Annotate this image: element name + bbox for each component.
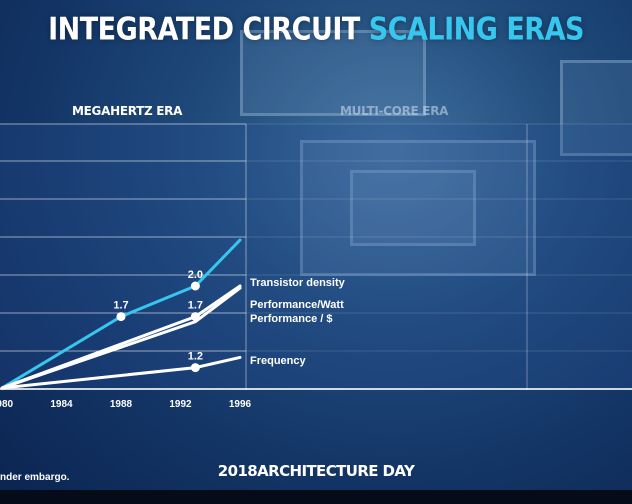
series-label-0: Transistor density bbox=[250, 277, 346, 289]
plot-area bbox=[0, 124, 632, 388]
multicore-era-label: MULTI-CORE ERA bbox=[340, 104, 449, 118]
x-tick-label-1996: 1996 bbox=[229, 399, 252, 410]
megahertz-era-label: MEGAHERTZ ERA bbox=[72, 104, 183, 118]
chip-graphic bbox=[300, 140, 536, 276]
title-part-1: INTEGRATED CIRCUIT bbox=[48, 11, 360, 48]
series-line-0 bbox=[0, 238, 242, 390]
series-label-3: Frequency bbox=[250, 355, 307, 367]
series-label-2: Performance / $ bbox=[250, 313, 333, 325]
data-point-0-1 bbox=[116, 312, 126, 322]
series-label-1: Performance/Watt bbox=[250, 299, 344, 311]
data-label-3-1: 1.2 bbox=[188, 351, 203, 363]
series-line-2 bbox=[0, 286, 242, 390]
monitor-bezel bbox=[0, 490, 632, 504]
x-tick-label-1984: 1984 bbox=[50, 399, 73, 410]
embargo-note: nder embargo. bbox=[0, 472, 70, 483]
data-label-0-1: 1.7 bbox=[113, 300, 128, 312]
chip-top-graphic bbox=[240, 30, 426, 116]
title-part-2: SCALING ERAS bbox=[368, 11, 585, 48]
slide-title: INTEGRATED CIRCUIT SCALING ERAS bbox=[0, 12, 632, 48]
x-tick-label-1988: 1988 bbox=[110, 399, 133, 410]
event-logo: 2018ARCHITECTURE DAY bbox=[0, 462, 632, 480]
event-name: ARCHITECTURE DAY bbox=[257, 462, 415, 480]
data-point-3-1 bbox=[190, 363, 200, 373]
chip-right-graphic bbox=[560, 60, 632, 156]
chip-core-graphic bbox=[350, 170, 476, 246]
data-label-0-2: 2.0 bbox=[188, 269, 203, 281]
x-tick-label-1980: 1980 bbox=[0, 399, 14, 410]
event-year: 2018 bbox=[217, 462, 258, 480]
data-label-1-1: 1.7 bbox=[188, 300, 203, 312]
data-point-0-2 bbox=[190, 281, 200, 291]
x-tick-label-1992: 1992 bbox=[169, 399, 192, 410]
